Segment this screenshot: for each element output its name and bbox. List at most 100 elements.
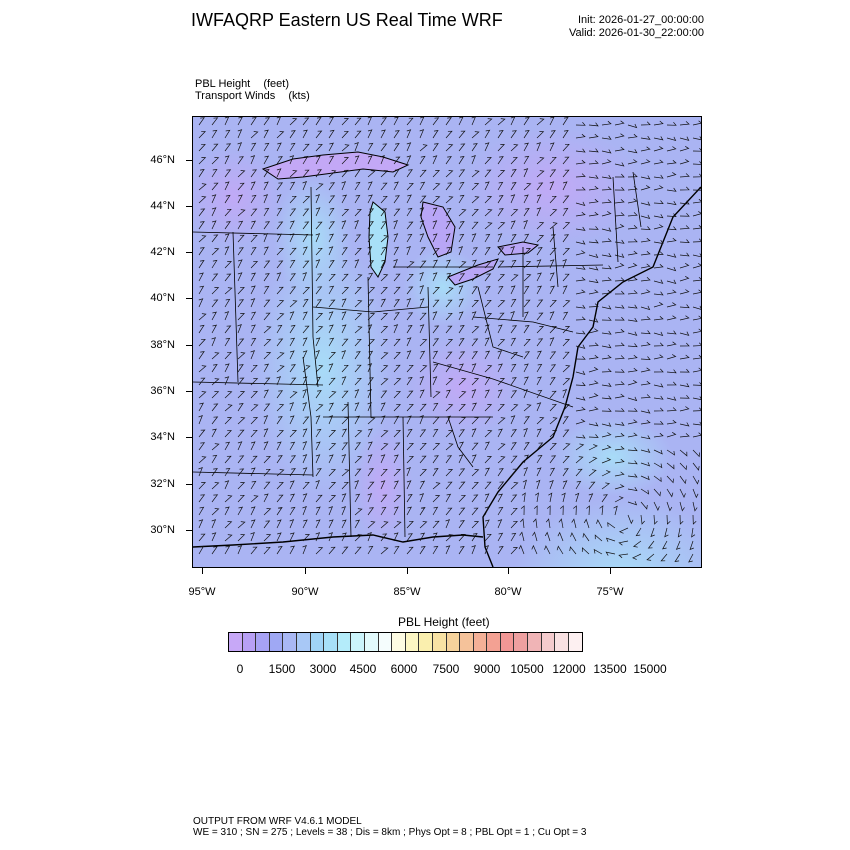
wind-barb [198,260,205,269]
wind-barb [354,442,362,451]
wind-barb [341,532,347,542]
wind-barb [549,403,557,412]
shading-region [553,417,673,497]
wind-barb [380,521,389,529]
wind-barb [276,429,284,438]
wind-barb [588,198,599,204]
wind-barb [618,527,629,534]
wind-barb [653,449,663,455]
wind-barb [692,136,701,141]
wind-barb [406,194,412,204]
wind-barb [536,170,545,178]
wind-barb [679,252,690,257]
wind-barb [679,225,690,230]
wind-barb [341,403,349,412]
wind-barb [250,261,259,269]
colorbar-swatch [528,633,542,651]
wind-barb [523,442,530,451]
wind-barb [692,315,701,321]
wind-barb [445,455,453,464]
wind-barb [562,339,570,347]
wind-barb [679,275,690,282]
latitude-tick [186,252,192,253]
wind-barb [640,462,651,467]
wind-barb [549,364,557,373]
wind-barb [575,396,586,401]
wind-barb [484,118,493,126]
wind-barb [471,417,480,425]
field-legend: PBL Height (feet) Transport Winds (kts) [195,78,310,102]
wind-barb [571,518,577,529]
wind-barb [198,467,203,477]
wind-barb [276,416,283,425]
wind-barb [276,207,283,217]
wind-barb [393,233,399,243]
wind-barb [445,430,454,438]
wind-barb [653,395,664,400]
wind-barb [198,117,205,126]
wind-barb [237,129,243,139]
wind-barb [198,196,207,204]
wind-barb [536,312,544,321]
wind-barb [549,299,557,308]
wind-barb [692,161,701,165]
wind-barb [549,169,557,178]
wind-barb [575,211,586,217]
wind-barb [601,316,612,321]
wind-barb [237,247,244,256]
wind-barb [237,417,246,425]
wind-barb [614,212,625,217]
wind-barb [250,506,256,516]
field-pbl-height: PBL Height (feet) [195,78,310,90]
wind-barb [510,363,517,373]
wind-barb [458,429,465,438]
wind-barb [523,233,530,243]
wind-barb [250,532,255,542]
wind-barb [497,456,506,464]
latitude-tick [186,206,192,207]
wind-barb [536,247,543,256]
wind-barb [211,259,218,269]
wind-barb [445,259,451,269]
wind-barb [419,376,425,386]
wind-barb [575,406,586,412]
wind-barb [289,324,296,334]
wind-barb [536,157,545,165]
wind-barb [237,338,245,347]
wind-barb [211,546,218,555]
wind-barb [497,324,503,334]
wind-barb [692,382,701,386]
wind-barb [432,428,439,438]
wind-barb [575,201,586,207]
wind-barb [406,169,413,178]
wind-barb [263,181,269,191]
wind-barb [640,277,651,282]
wind-barb [666,213,677,218]
wind-barb [367,272,374,282]
wind-barb [601,186,612,191]
wind-barb [406,506,412,516]
wind-barb [640,394,651,399]
longitude-tick [407,568,408,574]
wind-barb [432,311,438,321]
wind-barb [289,311,295,321]
wind-barb [536,326,545,334]
wind-barb [289,377,297,386]
wind-barb [237,156,244,165]
wind-barb [406,337,412,347]
colorbar-swatch [432,633,447,651]
wind-barb [445,364,453,373]
wind-barb [315,299,322,308]
wind-barb [419,389,425,399]
wind-barb [679,121,690,126]
wind-barb [198,414,203,425]
wind-barb [211,443,220,451]
valid-time: Valid: 2026-01-30_22:00:00 [569,27,704,39]
wind-barb [484,156,492,165]
wind-barb [692,488,699,499]
wind-barb [211,129,218,139]
wind-barb [640,305,651,311]
wind-barb [328,273,336,282]
wind-barb [289,300,298,308]
wind-barb [544,531,551,542]
